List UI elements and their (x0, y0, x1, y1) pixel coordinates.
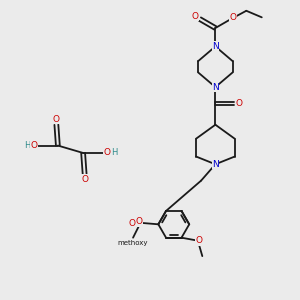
Text: O: O (128, 219, 135, 228)
Text: O: O (53, 115, 60, 124)
Text: H: H (111, 148, 118, 158)
Text: O: O (81, 175, 88, 184)
Text: O: O (103, 148, 110, 158)
Text: O: O (191, 12, 198, 21)
Text: O: O (196, 236, 203, 245)
Text: O: O (31, 141, 38, 150)
Text: O: O (236, 99, 243, 108)
Text: N: N (212, 82, 219, 91)
Text: methoxy: methoxy (118, 240, 148, 246)
Text: O: O (229, 14, 236, 22)
Text: N: N (212, 160, 219, 169)
Text: N: N (212, 42, 219, 51)
Text: H: H (24, 141, 31, 150)
Text: O: O (136, 218, 142, 226)
